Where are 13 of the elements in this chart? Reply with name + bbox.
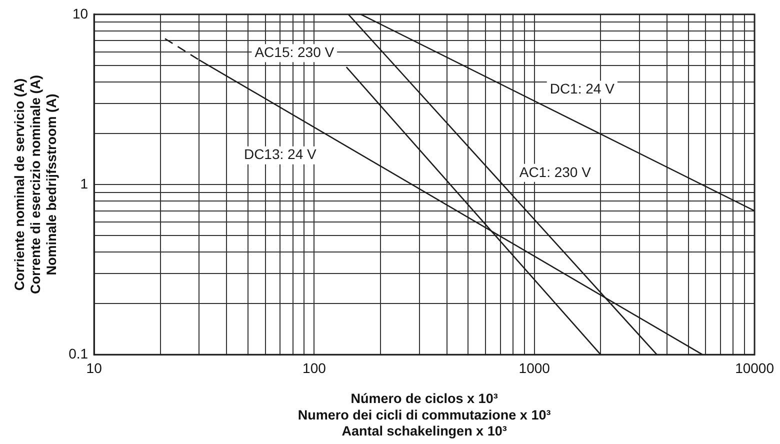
x-tick-label: 100 [302,360,326,376]
x-tick-label: 10000 [735,360,774,376]
series-label: DC13: 24 V [244,146,317,162]
series-label: DC1: 24 V [550,80,616,97]
y-axis-title: Corriente nominal de servicio (A) Corrente di esercizio nominale (A) Nominale bedrijfsstroom (A) [12,74,60,294]
series-label: AC15: 230 V [254,44,335,60]
x-tick-label: 1000 [518,360,550,376]
x-axis-title: Número de ciclos x 10³ Numero dei cicli di commutazione x 10³ Aantal schakelingen x 10³ [298,391,552,439]
y-tick-label: 0.1 [68,345,88,362]
series-label: AC1: 230 V [519,164,592,180]
y-tick-label: 1 [80,175,88,192]
y-tick-label: 10 [72,5,88,22]
x-tick-label: 10 [86,360,102,376]
